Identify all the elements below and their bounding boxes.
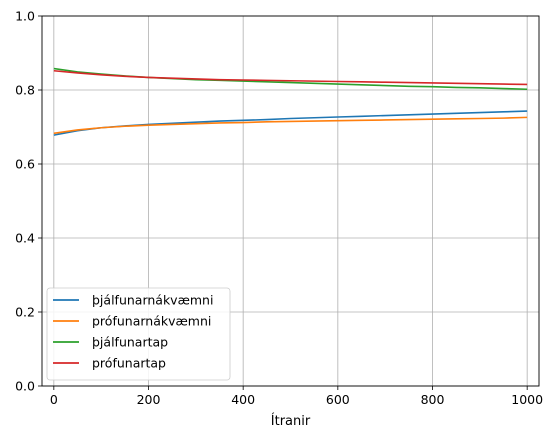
series-line-4 — [53, 69, 528, 86]
series-line-2 — [53, 116, 528, 135]
legend-label: prófunartap — [92, 356, 166, 371]
legend-label: prófunarnákvæmni — [92, 314, 211, 329]
x-tick-label: 0 — [50, 392, 58, 407]
y-tick-label: 0.4 — [15, 231, 35, 246]
plot-area-frame — [41, 15, 540, 387]
series-line-3 — [53, 67, 528, 91]
legend-label: þjálfunartap — [92, 335, 168, 350]
x-tick-label: 1000 — [511, 392, 543, 407]
x-axis-label: Ítranir — [271, 413, 311, 429]
y-tick-label: 0.0 — [15, 379, 35, 394]
x-tick-label: 400 — [231, 392, 255, 407]
series-line-1 — [53, 110, 528, 136]
y-tick-label: 0.8 — [15, 83, 35, 98]
legend-label: þjálfunarnákvæmni — [92, 293, 213, 308]
x-tick-label: 200 — [137, 392, 161, 407]
y-tick-label: 0.2 — [15, 305, 35, 320]
x-tick-label: 800 — [421, 392, 445, 407]
y-tick-label: 0.6 — [15, 157, 35, 172]
legend: þjálfunarnákvæmni prófunarnákvæmni þjálfun… — [46, 287, 231, 381]
legend-box — [46, 287, 231, 381]
y-tick-label: 1.0 — [15, 9, 35, 24]
series-lines — [53, 67, 528, 136]
x-tick-label: 600 — [326, 392, 350, 407]
axis-ticks: 0 200 400 600 800 1000 0.0 0.2 0.4 0.6 0.8 1.0 — [15, 9, 543, 408]
